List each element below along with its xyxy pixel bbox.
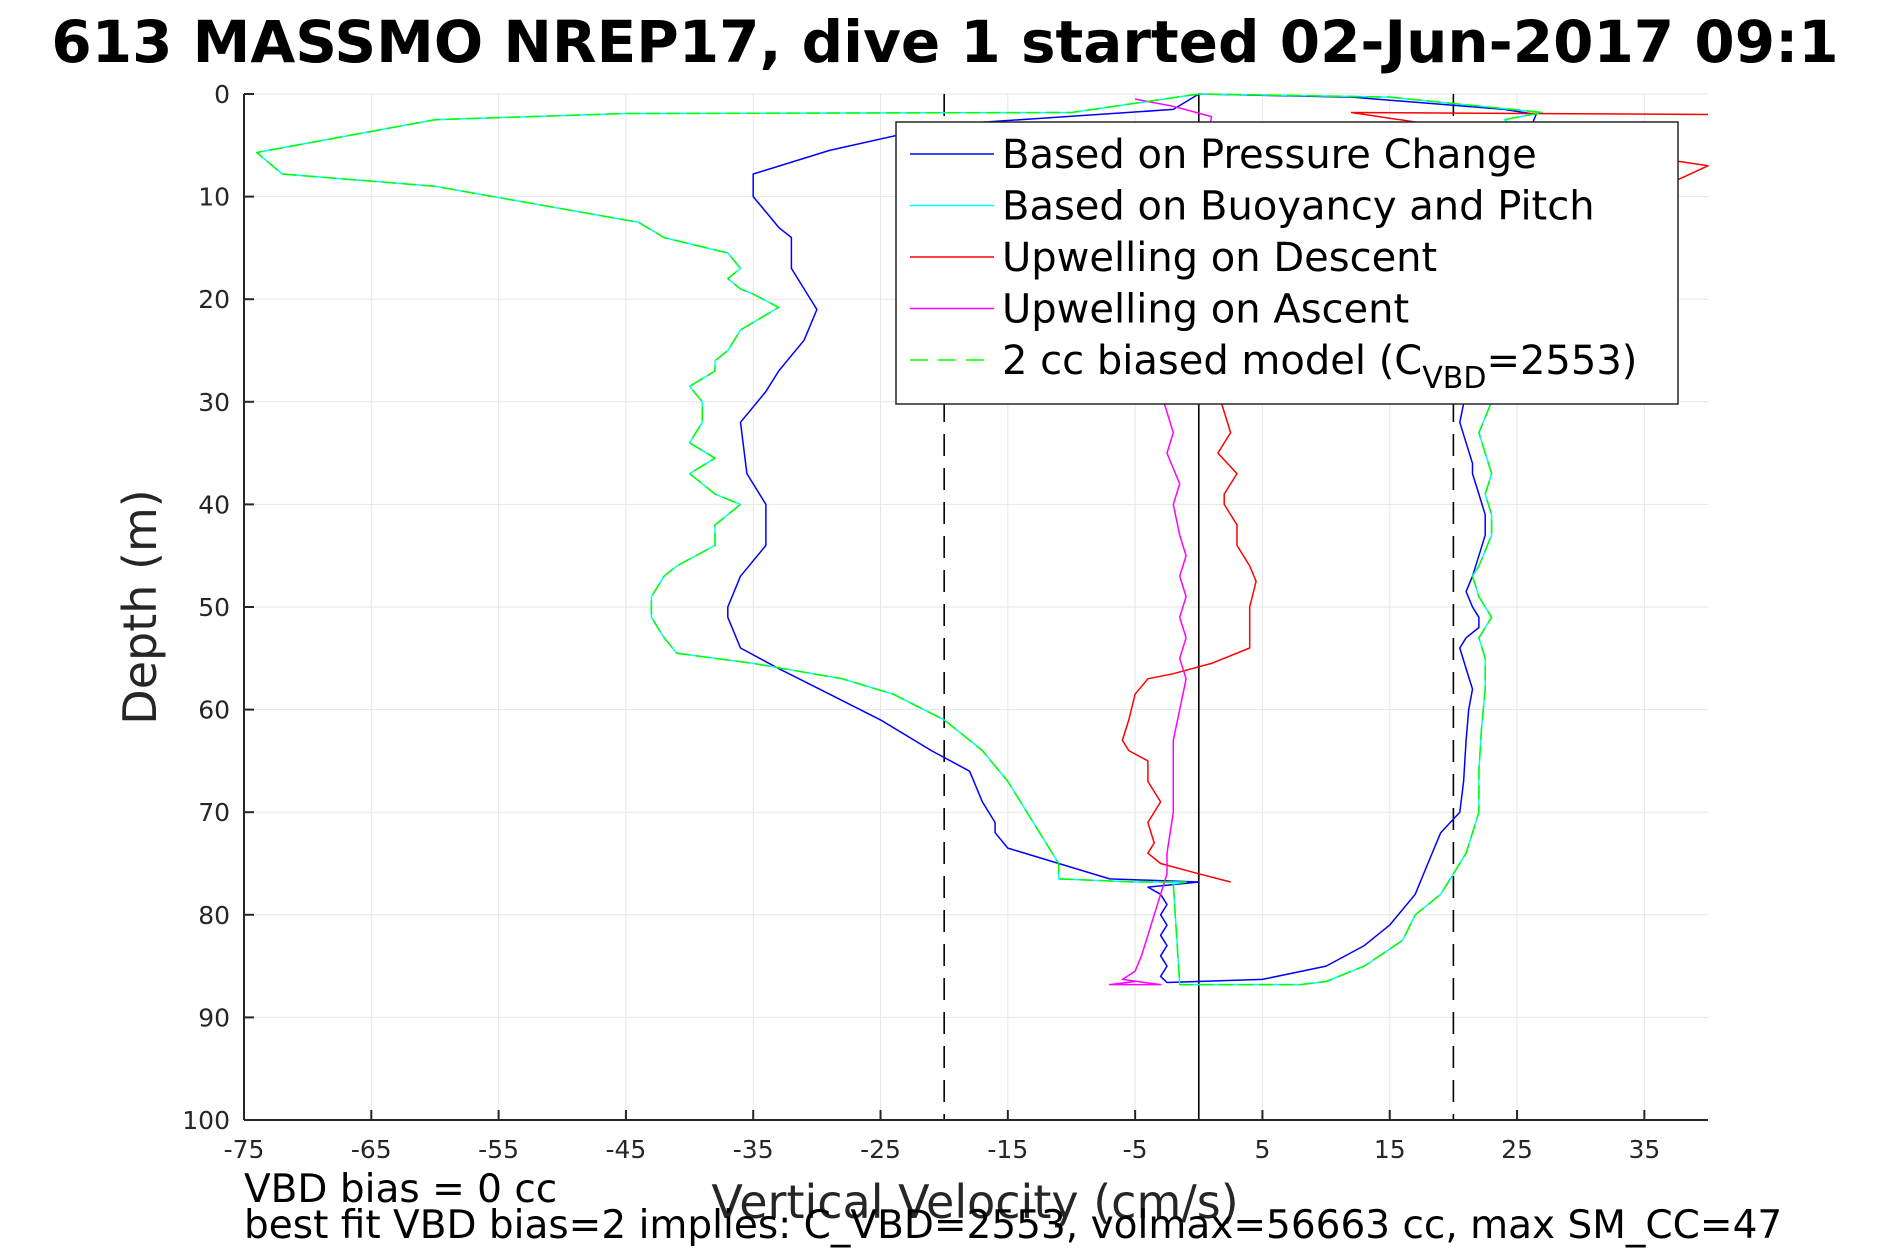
legend-label: Upwelling on Descent: [1002, 235, 1437, 281]
x-tick-label: -75: [224, 1135, 265, 1164]
y-tick-label: 20: [198, 285, 230, 314]
series-line-4: [255, 93, 1544, 986]
legend-label: 2 cc biased model (CVBD=2553): [1002, 338, 1637, 396]
y-tick-label: 50: [198, 593, 230, 622]
y-axis-label: Depth (m): [113, 489, 167, 724]
y-tick-label: 30: [198, 388, 230, 417]
series-line-2: [1121, 111, 1709, 883]
x-tick-label: -55: [478, 1135, 519, 1164]
best-fit-note: best fit VBD bias=2 implies: C_VBD=2553,…: [244, 1203, 1782, 1248]
legend-label: Based on Buoyancy and Pitch: [1002, 184, 1595, 230]
legend-label-subscript: VBD: [1422, 361, 1486, 396]
x-tick-label: 15: [1374, 1135, 1406, 1164]
y-tick-labels: 0 10 20 30 40 50 60 70 80 90 100: [182, 80, 254, 1135]
legend-label-prefix: 2 cc biased model (C: [1002, 338, 1422, 384]
y-tick-label: 60: [198, 696, 230, 725]
x-tick-label: -5: [1123, 1135, 1148, 1164]
x-tick-label: -45: [605, 1135, 646, 1164]
y-tick-label: 10: [198, 183, 230, 212]
legend-label-suffix: =2553): [1486, 338, 1637, 384]
y-tick-label: 80: [198, 901, 230, 930]
series-line-0: [727, 93, 1537, 984]
legend-label: Based on Pressure Change: [1002, 132, 1537, 178]
series-line-3: [1108, 98, 1213, 986]
chart-title: 613 MASSMO NREP17, dive 1 started 02-Jun…: [51, 8, 1838, 76]
legend: Based on Pressure Change Based on Buoyanc…: [895, 121, 1679, 405]
y-tick-label: 0: [214, 80, 230, 109]
x-tick-label: -65: [351, 1135, 392, 1164]
y-tick-label: 100: [182, 1106, 230, 1135]
vbd-bias-note: VBD bias = 0 cc: [244, 1167, 557, 1212]
y-tick-label: 90: [198, 1003, 230, 1032]
x-tick-labels: -75 -65 -55 -45 -35 -25 -15 -5 5 15 25 35: [224, 1110, 1660, 1164]
legend-box: [895, 121, 1679, 405]
x-tick-label: 35: [1628, 1135, 1660, 1164]
series-group: [255, 93, 1709, 986]
x-tick-label: 25: [1501, 1135, 1533, 1164]
x-tick-label: 5: [1254, 1135, 1270, 1164]
x-tick-label: -25: [860, 1135, 901, 1164]
y-tick-label: 40: [198, 490, 230, 519]
x-axis-label: Vertical Velocity (cm/s): [711, 1175, 1238, 1229]
x-tick-label: -35: [733, 1135, 774, 1164]
legend-label: Upwelling on Ascent: [1002, 287, 1409, 333]
x-tick-label: -15: [987, 1135, 1028, 1164]
y-tick-label: 70: [198, 798, 230, 827]
